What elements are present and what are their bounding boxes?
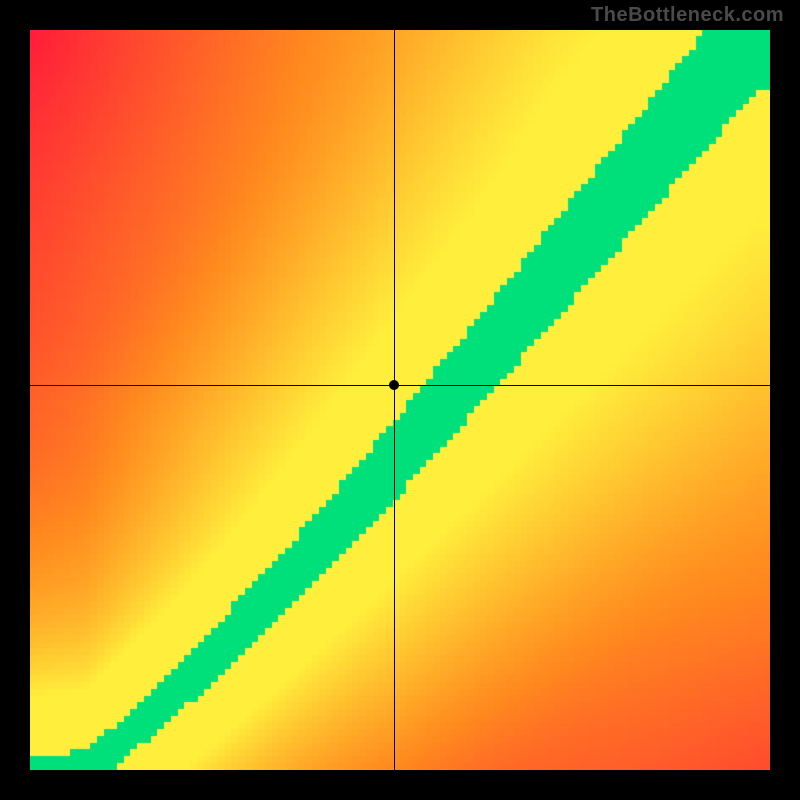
watermark-text: TheBottleneck.com xyxy=(591,4,784,27)
plot-area xyxy=(30,30,770,770)
crosshair-marker xyxy=(389,380,399,390)
heatmap-canvas xyxy=(30,30,770,770)
crosshair-horizontal xyxy=(30,385,770,386)
crosshair-vertical xyxy=(394,30,395,770)
